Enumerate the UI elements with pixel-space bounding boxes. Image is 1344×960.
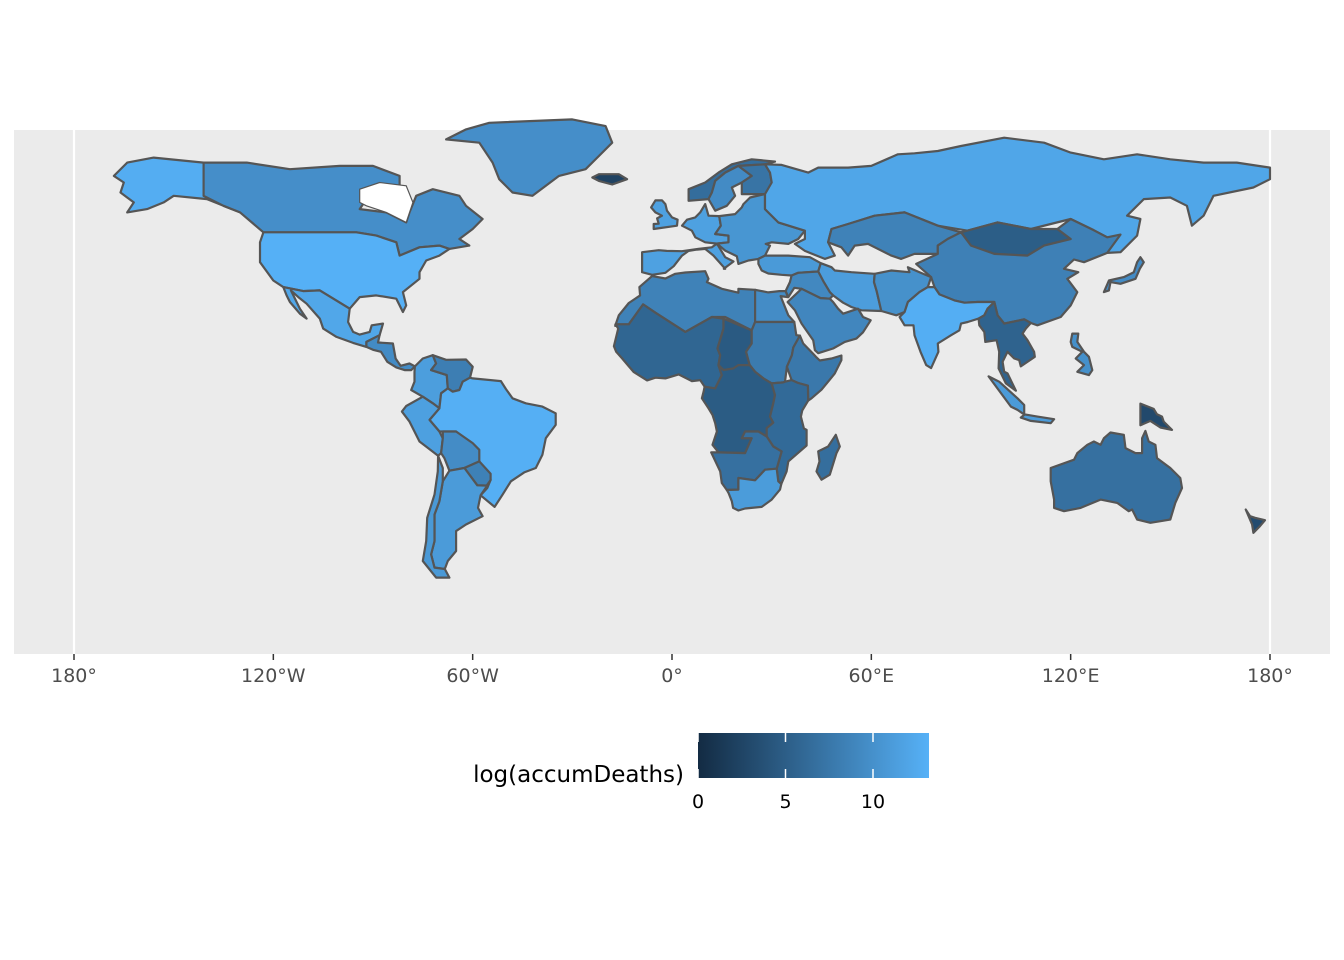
x-tick-label: 120°E — [1042, 665, 1100, 687]
country-east-africa — [765, 379, 810, 486]
legend-tick-label: 10 — [861, 791, 885, 813]
x-tick-label: 0° — [661, 665, 683, 687]
country-india — [898, 286, 996, 370]
country-philippines — [1069, 332, 1094, 377]
legend-colorbar — [698, 733, 929, 778]
legend-title: log(accumDeaths) — [473, 762, 684, 788]
country-japan — [1102, 256, 1145, 294]
legend-tick-label: 5 — [779, 791, 791, 813]
country-iceland — [591, 173, 629, 186]
country-united-kingdom — [649, 199, 679, 231]
gridlines — [72, 130, 1272, 654]
countries-layer — [112, 118, 1272, 579]
x-tick-label: 180° — [1247, 665, 1293, 687]
x-tick-label: 180° — [51, 665, 97, 687]
x-axis: 180° 120°W 60°W 0° 60°E 120°E 180° — [51, 654, 1293, 687]
legend-tick-label: 0 — [692, 791, 704, 813]
hudson-bay — [359, 181, 414, 224]
country-eastern-europe — [714, 193, 807, 265]
country-southeast-asia — [977, 300, 1036, 392]
x-tick-label: 120°W — [241, 665, 306, 687]
country-papua-new-guinea — [1139, 402, 1174, 431]
country-pakistan — [872, 266, 933, 317]
country-saudi-arabia — [786, 287, 872, 355]
country-south-africa — [725, 467, 783, 512]
country-greenland — [445, 118, 614, 197]
country-indonesia — [987, 375, 1056, 425]
country-madagascar — [815, 433, 841, 481]
legend: log(accumDeaths) 0 5 10 — [473, 733, 929, 813]
country-chile — [421, 454, 451, 579]
country-mexico — [282, 286, 385, 348]
country-new-zealand — [1244, 508, 1267, 534]
country-central-america — [365, 334, 416, 372]
country-kazakhstan — [826, 211, 963, 260]
x-tick-label: 60°E — [848, 665, 894, 687]
x-tick-label: 60°W — [446, 665, 499, 687]
country-australia — [1049, 429, 1184, 524]
